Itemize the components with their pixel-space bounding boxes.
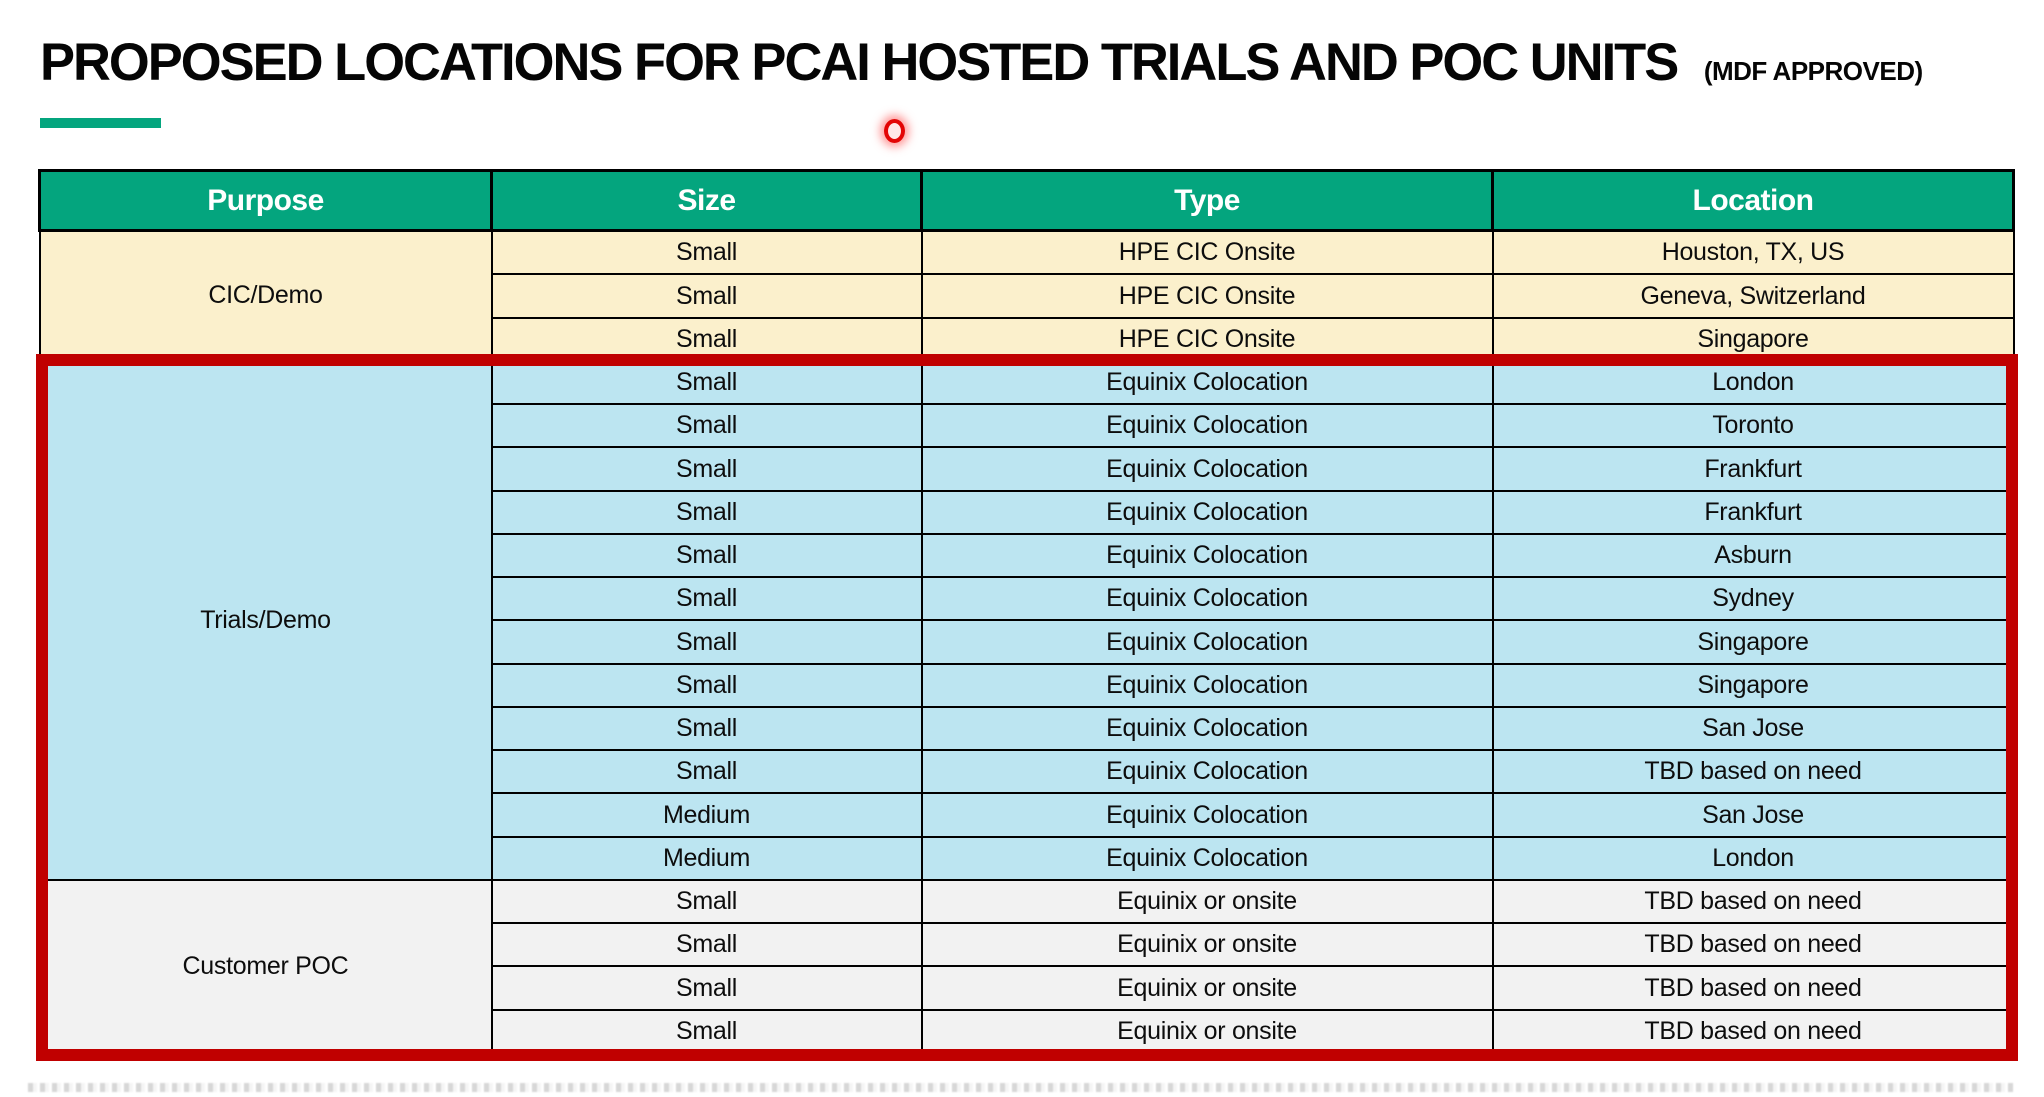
location-cell: Singapore (1491, 316, 2015, 362)
size-cell: Small (490, 446, 923, 492)
column-header-type: Type (920, 169, 1494, 232)
page-header: PROPOSED LOCATIONS FOR PCAI HOSTED TRIAL… (40, 32, 2030, 93)
table-row: Small Equinix Colocation Singapore (40, 619, 2015, 665)
location-cell: San Jose (1491, 705, 2015, 752)
table-row: CIC/Demo Small HPE CIC Onsite Houston, TX, … (38, 229, 2015, 362)
size-cell: Medium (490, 835, 923, 881)
size-cell: Small (490, 922, 923, 968)
size-cell: Small (490, 705, 923, 752)
type-cell: Equinix Colocation (920, 532, 1494, 579)
type-cell: Equinix or onsite (920, 1008, 1494, 1055)
location-cell: Toronto (1491, 403, 2015, 449)
location-cell: Frankfurt (1491, 446, 2015, 492)
size-cell: Small (490, 489, 923, 535)
purpose-cell: CIC/Demo (38, 229, 493, 362)
type-cell: Equinix Colocation (920, 705, 1494, 752)
location-cell: TBD based on need (1491, 749, 2015, 795)
type-cell: Equinix or onsite (920, 878, 1494, 925)
size-cell: Medium (490, 792, 923, 838)
size-cell: Small (490, 965, 923, 1011)
type-cell: Equinix Colocation (920, 662, 1494, 708)
size-cell: Small (490, 403, 923, 449)
location-cell: TBD based on need (1491, 1008, 2015, 1055)
table-header-row: Purpose Size Type Location (38, 169, 2015, 232)
table-row: Small Equinix Colocation TBD based on need (40, 749, 2015, 795)
table-row: Small Equinix Colocation Singapore (40, 662, 2015, 708)
purpose-cell: Customer POC (38, 878, 493, 1055)
location-cell: Frankfurt (1491, 489, 2015, 535)
location-cell: Singapore (1491, 662, 2015, 708)
type-cell: Equinix Colocation (920, 619, 1494, 665)
location-cell: London (1491, 359, 2015, 406)
location-cell: San Jose (1491, 792, 2015, 838)
size-cell: Small (490, 273, 923, 319)
size-cell: Small (490, 576, 923, 622)
table-body: CIC/Demo Small HPE CIC Onsite Houston, TX, … (38, 229, 2015, 1055)
size-cell: Small (490, 662, 923, 708)
size-cell: Small (490, 878, 923, 925)
size-cell: Small (490, 532, 923, 579)
type-cell: Equinix Colocation (920, 446, 1494, 492)
table-row: Small Equinix Colocation San Jose (40, 705, 2015, 752)
location-cell: TBD based on need (1491, 965, 2015, 1011)
page-title: PROPOSED LOCATIONS FOR PCAI HOSTED TRIAL… (40, 33, 1679, 92)
table-row: Small Equinix or onsite TBD based on need (40, 965, 2015, 1011)
type-cell: Equinix or onsite (920, 965, 1494, 1011)
type-cell: HPE CIC Onsite (920, 316, 1494, 362)
location-cell: Geneva, Switzerland (1491, 273, 2015, 319)
type-cell: Equinix Colocation (920, 576, 1494, 622)
table-row: Small Equinix Colocation Frankfurt (40, 489, 2015, 535)
type-cell: Equinix Colocation (920, 749, 1494, 795)
table-row: Medium Equinix Colocation London (40, 835, 2015, 881)
page-title-suffix: (MDF APPROVED) (1703, 56, 1923, 86)
size-cell: Small (490, 359, 923, 406)
locations-table-container: Purpose Size Type Location CIC/Demo Small… (38, 169, 2015, 1055)
column-header-size: Size (490, 169, 923, 232)
size-cell: Small (490, 316, 923, 362)
size-cell: Small (490, 749, 923, 795)
column-header-purpose: Purpose (38, 169, 493, 232)
type-cell: Equinix Colocation (920, 359, 1494, 406)
table-row: Small Equinix Colocation Asburn (40, 532, 2015, 579)
table-row: Small Equinix Colocation Sydney (40, 576, 2015, 622)
type-cell: Equinix or onsite (920, 922, 1494, 968)
type-cell: Equinix Colocation (920, 835, 1494, 881)
table-row: Trials/Demo Small Equinix Colocation London (38, 359, 2015, 881)
table-row: Medium Equinix Colocation San Jose (40, 792, 2015, 838)
column-header-location: Location (1491, 169, 2015, 232)
table-row: Small Equinix Colocation Frankfurt (40, 446, 2015, 492)
table-row: Small Equinix Colocation Toronto (40, 403, 2015, 449)
location-cell: TBD based on need (1491, 922, 2015, 968)
table-row: Small Equinix or onsite TBD based on need (40, 922, 2015, 968)
title-accent-bar (40, 118, 161, 128)
table-row: Small HPE CIC Onsite Geneva, Switzerland (40, 273, 2015, 319)
location-cell: Asburn (1491, 532, 2015, 579)
type-cell: HPE CIC Onsite (920, 273, 1494, 319)
locations-table: Purpose Size Type Location CIC/Demo Small… (38, 169, 2015, 1055)
table-row: Customer POC Small Equinix or onsite TBD ba… (38, 878, 2015, 1055)
location-cell: Houston, TX, US (1491, 229, 2015, 276)
type-cell: HPE CIC Onsite (920, 229, 1494, 276)
laser-pointer-dot (884, 119, 905, 143)
type-cell: Equinix Colocation (920, 403, 1494, 449)
location-cell: Sydney (1491, 576, 2015, 622)
faint-footer-artifact-band (28, 1083, 2013, 1092)
location-cell: London (1491, 835, 2015, 881)
purpose-cell: Trials/Demo (38, 359, 493, 881)
size-cell: Small (490, 229, 923, 276)
location-cell: TBD based on need (1491, 878, 2015, 925)
type-cell: Equinix Colocation (920, 489, 1494, 535)
type-cell: Equinix Colocation (920, 792, 1494, 838)
size-cell: Small (490, 1008, 923, 1055)
location-cell: Singapore (1491, 619, 2015, 665)
size-cell: Small (490, 619, 923, 665)
